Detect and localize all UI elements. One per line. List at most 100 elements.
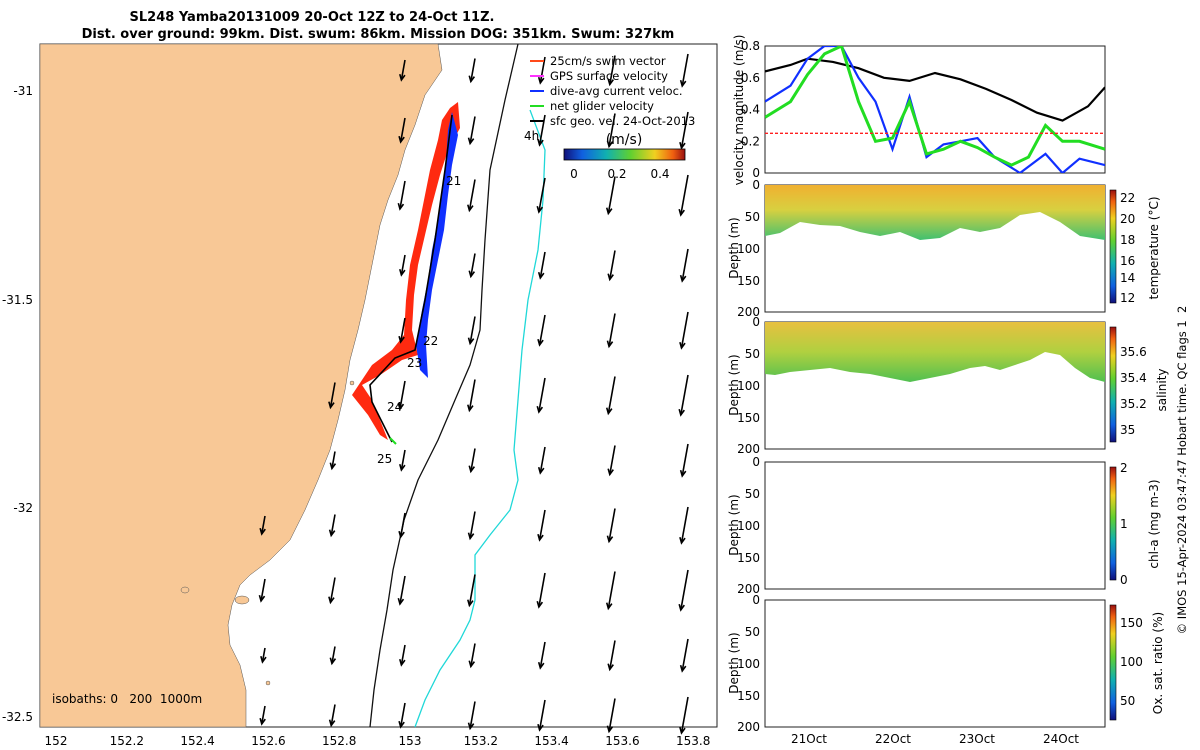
geo-arrow bbox=[469, 116, 476, 144]
geo-arrow-head bbox=[537, 77, 545, 85]
salinity-cblabel: salinity bbox=[1155, 368, 1169, 411]
geo-arrow bbox=[400, 644, 406, 666]
temp-cb-16: 16 bbox=[1120, 254, 1135, 268]
geo-arrow bbox=[680, 696, 689, 734]
time-label-4h: 4h bbox=[524, 129, 539, 143]
geo-arrow-head bbox=[398, 136, 405, 144]
salinity-ticks: 0 50 100 150 200 bbox=[737, 315, 760, 456]
geo-arrow-head bbox=[328, 596, 335, 605]
geo-arrow-head bbox=[679, 727, 686, 735]
day-label-21: 21 bbox=[446, 174, 461, 188]
temperature-ticks: 0 50 100 150 200 bbox=[737, 178, 760, 319]
legend-label: sfc geo. vel. 24-Oct-2013 bbox=[550, 114, 695, 128]
geo-arrow-head bbox=[607, 273, 614, 282]
time-tick-22oct: 22Oct bbox=[875, 732, 911, 746]
velocity-series-line bbox=[765, 46, 1105, 167]
map-x-tick: 153.4 bbox=[534, 734, 568, 748]
figure-subtitle: Dist. over ground: 99km. Dist. swum: 86k… bbox=[82, 27, 675, 42]
geo-arrow bbox=[400, 449, 406, 471]
chla-cblabel: chl-a (mg m-3) bbox=[1147, 479, 1161, 568]
map-panel: 21 22 23 24 25 4h 152 152.2 152.4 152.6 152.… bbox=[2, 43, 718, 748]
geo-arrow bbox=[608, 313, 616, 347]
chl-depth-tick-0: 0 bbox=[752, 455, 760, 469]
geo-arrow bbox=[680, 174, 689, 216]
depth-tick-100: 100 bbox=[737, 242, 760, 256]
velocity-y-tick: 0.4 bbox=[741, 103, 760, 117]
geostrophic-arrows bbox=[258, 53, 689, 735]
map-x-tick: 152 bbox=[45, 734, 68, 748]
geo-arrow-head bbox=[606, 725, 614, 734]
geo-arrow bbox=[608, 640, 616, 670]
geo-arrow bbox=[608, 55, 616, 85]
geo-arrow bbox=[399, 317, 406, 343]
geo-arrow bbox=[681, 248, 689, 282]
map-y-tick: -31.5 bbox=[2, 293, 33, 307]
temperature-ylabel: Depth (m) bbox=[727, 217, 741, 278]
geo-arrow bbox=[538, 509, 546, 541]
geo-arrow-head bbox=[329, 657, 337, 666]
geo-arrow-head bbox=[468, 660, 476, 669]
geo-arrow-head bbox=[678, 209, 685, 217]
geo-arrow-head bbox=[397, 203, 405, 211]
salinity-colorbar bbox=[1109, 326, 1117, 443]
map-x-tick: 153.2 bbox=[464, 734, 498, 748]
geo-arrow bbox=[468, 379, 476, 411]
geo-arrow bbox=[470, 253, 476, 277]
geo-arrow-head bbox=[679, 142, 686, 150]
chla-colorbar bbox=[1109, 466, 1117, 581]
oxygen-panel: 0 50 100 150 200 Depth (m) 150 100 50 Ox… bbox=[727, 593, 1165, 734]
geo-arrow bbox=[469, 511, 476, 539]
ox-cb-150: 150 bbox=[1120, 616, 1143, 630]
geo-arrow-head bbox=[607, 663, 614, 672]
speed-colorbar: (m/s) 0 0.2 0.4 bbox=[563, 132, 686, 181]
geo-arrow bbox=[330, 514, 336, 536]
geo-arrow-head bbox=[607, 78, 614, 87]
geo-arrow-head bbox=[467, 204, 474, 213]
temp-cb-20: 20 bbox=[1120, 212, 1135, 226]
geo-arrow bbox=[539, 251, 546, 279]
geo-arrow bbox=[607, 376, 616, 414]
geo-arrow bbox=[608, 113, 616, 147]
isobath-1000m bbox=[414, 109, 546, 728]
map-y-tick: -32.5 bbox=[2, 710, 33, 724]
ox-depth-tick-200: 200 bbox=[737, 720, 760, 734]
geo-arrow-head bbox=[398, 336, 405, 344]
geo-arrow-head bbox=[537, 467, 545, 475]
depth-tick-0: 0 bbox=[752, 178, 760, 192]
geo-arrow-head bbox=[397, 598, 405, 606]
land-mass bbox=[39, 43, 443, 728]
map-y-tick: -31 bbox=[13, 84, 33, 98]
geo-arrow-head bbox=[399, 269, 406, 277]
oxygen-ylabel: Depth (m) bbox=[727, 632, 741, 693]
ox-depth-tick-0: 0 bbox=[752, 593, 760, 607]
geo-arrow-head bbox=[537, 272, 545, 280]
chl-cb-1: 1 bbox=[1120, 517, 1128, 531]
time-axis: 21Oct 22Oct 23Oct 24Oct bbox=[791, 732, 1079, 746]
geo-arrow-head bbox=[606, 340, 614, 349]
temperature-colorbar bbox=[1109, 189, 1117, 304]
time-tick-21oct: 21Oct bbox=[791, 732, 827, 746]
geo-arrow-head bbox=[537, 534, 544, 542]
chl-depth-tick-100: 100 bbox=[737, 519, 760, 533]
geo-arrow-head bbox=[468, 270, 476, 279]
geo-arrow-head bbox=[536, 601, 544, 609]
geo-arrow-head bbox=[329, 462, 337, 471]
geo-arrow bbox=[331, 451, 336, 469]
geo-arrow bbox=[681, 443, 689, 477]
geo-arrow-head bbox=[260, 656, 267, 664]
geo-arrow bbox=[680, 569, 689, 611]
sal-cb-35: 35 bbox=[1120, 423, 1135, 437]
velocity-series-line bbox=[765, 57, 1105, 122]
sal-depth-tick-100: 100 bbox=[737, 379, 760, 393]
geo-arrow-head bbox=[537, 339, 544, 347]
geo-arrow-head bbox=[467, 337, 475, 346]
isobath-legend: isobaths: 0 200 1000m bbox=[52, 692, 202, 706]
geo-arrow bbox=[330, 704, 336, 726]
colorbar-tick-04: 0.4 bbox=[650, 167, 669, 181]
imos-credit: © IMOS 15-Apr-2024 03:47:47 Hobart time.… bbox=[1175, 306, 1189, 635]
geo-arrow-head bbox=[259, 718, 266, 726]
geo-arrow bbox=[680, 374, 689, 416]
map-x-tick: 153.6 bbox=[605, 734, 639, 748]
geo-arrow bbox=[399, 180, 406, 210]
